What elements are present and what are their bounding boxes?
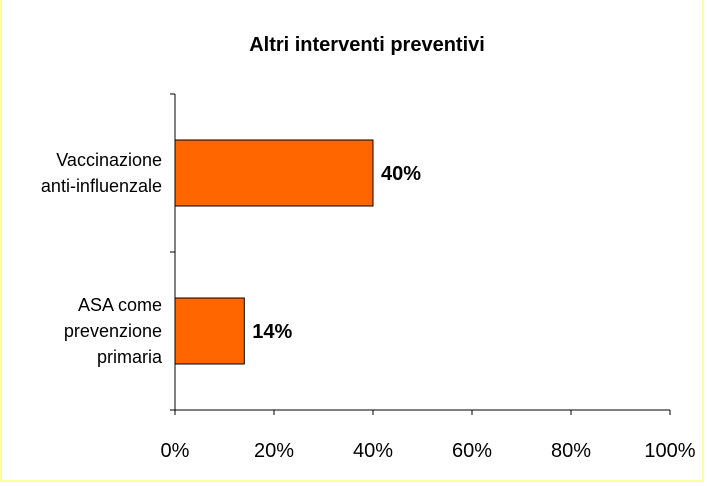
x-tick-label: 40% bbox=[353, 440, 393, 462]
plot-area: 0% 20% 40% 60% 80% 100% 40% Vaccinazione anti-in… bbox=[41, 93, 696, 462]
bar bbox=[174, 139, 374, 207]
data-label: 40% bbox=[381, 163, 421, 185]
category-label: Vaccinazione anti-influenzale bbox=[41, 150, 162, 196]
chart-title: Altri interventi preventivi bbox=[249, 34, 485, 56]
category-label: ASA come prevenzione primaria bbox=[64, 295, 163, 367]
bar bbox=[174, 297, 245, 365]
x-tick-label: 20% bbox=[254, 440, 294, 462]
x-tick-label: 60% bbox=[452, 440, 492, 462]
x-tick-label: 80% bbox=[551, 440, 591, 462]
x-tick-label: 100% bbox=[644, 440, 695, 462]
x-tick-label: 0% bbox=[161, 440, 190, 462]
data-label: 14% bbox=[252, 321, 292, 343]
